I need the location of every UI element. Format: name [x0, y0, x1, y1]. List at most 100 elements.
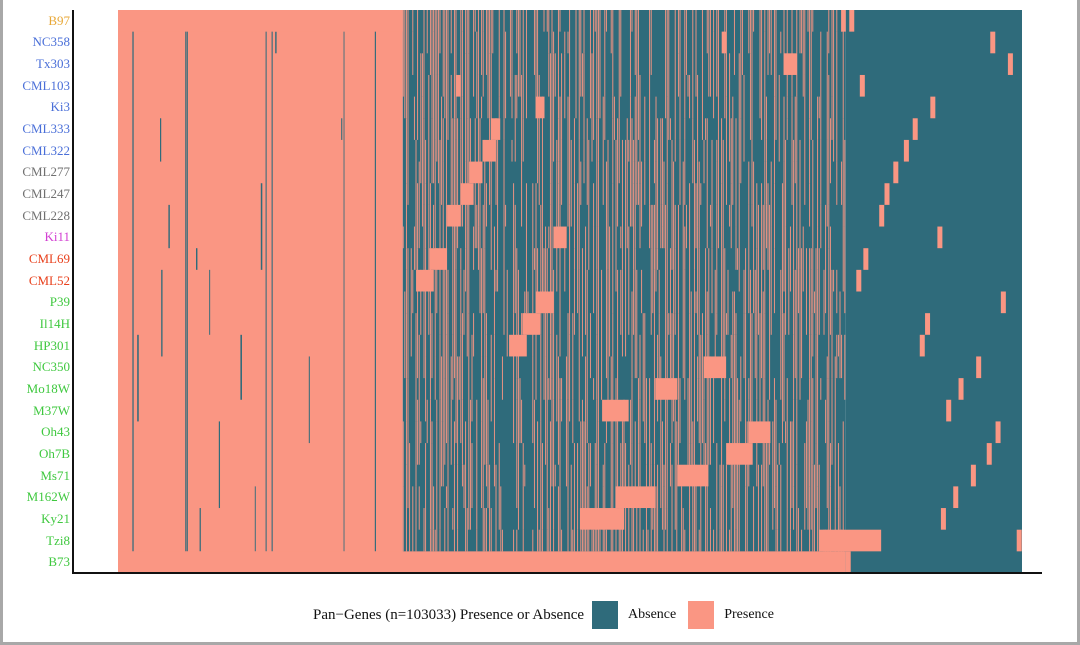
heatmap-cell	[460, 248, 462, 270]
heatmap-cell	[453, 10, 455, 119]
heatmap-cell	[713, 378, 715, 444]
heatmap-cell	[407, 443, 409, 509]
heatmap-cell	[639, 183, 641, 249]
heatmap-cell	[685, 10, 687, 75]
heatmap-cell	[716, 291, 718, 314]
heatmap-cell	[481, 356, 483, 422]
heatmap-cell	[809, 10, 811, 119]
heatmap-cell	[767, 399, 769, 422]
heatmap-cell	[429, 334, 431, 400]
heatmap-cell	[650, 10, 652, 75]
heatmap-cell	[421, 96, 423, 227]
heatmap-cell	[511, 139, 513, 162]
heatmap-cell	[629, 96, 631, 227]
heatmap-cell	[546, 443, 548, 509]
heatmap-cell	[661, 421, 663, 509]
heatmap-cell	[473, 226, 475, 270]
heatmap-cell	[831, 10, 833, 97]
heatmap-cell	[593, 378, 595, 400]
heatmap-cell	[573, 443, 575, 552]
heatmap-cell	[516, 399, 518, 444]
heatmap-cell	[625, 226, 627, 357]
heatmap-cell	[690, 421, 692, 444]
heatmap-cell	[690, 443, 692, 465]
heatmap-cell	[463, 464, 465, 509]
heatmap-cell	[620, 226, 622, 249]
heatmap-cell	[810, 334, 812, 422]
heatmap-cell	[551, 161, 553, 270]
heatmap-cell	[759, 10, 761, 119]
heatmap-cell	[185, 10, 186, 552]
heatmap-cell	[990, 31, 996, 54]
heatmap-cell	[445, 139, 447, 205]
heatmap-cell	[585, 421, 587, 552]
heatmap-cell	[810, 269, 812, 335]
heatmap-cell	[719, 529, 721, 552]
heatmap-cell	[764, 161, 766, 205]
heatmap-cell	[767, 443, 769, 552]
heatmap-cell	[497, 139, 499, 270]
heatmap-cell	[650, 204, 652, 249]
heatmap-cell	[593, 529, 595, 552]
heatmap-cell	[564, 53, 566, 119]
heatmap-cell	[804, 443, 806, 530]
heatmap-cell	[665, 508, 667, 530]
heatmap-cell	[754, 313, 756, 379]
heatmap-cell	[845, 551, 851, 573]
heatmap-cell	[514, 204, 516, 314]
heatmap-cell	[692, 10, 694, 119]
heatmap-cell	[844, 334, 846, 400]
heatmap-cell	[557, 118, 559, 162]
heatmap-cell	[545, 226, 547, 249]
row-label: CML277	[22, 164, 70, 180]
heatmap-cell	[716, 161, 718, 205]
heatmap-cell	[709, 529, 711, 552]
heatmap-cell	[745, 248, 747, 314]
heatmap-cell	[709, 508, 711, 530]
heatmap-cell	[505, 31, 507, 119]
heatmap-cell	[500, 486, 502, 530]
heatmap-cell	[663, 161, 665, 249]
heatmap-cell	[636, 269, 638, 379]
heatmap-cell	[548, 53, 550, 97]
heatmap-cell	[677, 421, 679, 465]
heatmap-cell	[674, 10, 676, 140]
heatmap-cell	[657, 464, 659, 552]
heatmap-cell	[485, 183, 487, 227]
heatmap-cell	[812, 464, 814, 552]
heatmap-cell	[753, 269, 755, 314]
heatmap-cell	[447, 508, 449, 552]
heatmap-cell	[477, 183, 479, 227]
heatmap-cell	[461, 96, 463, 227]
heatmap-cell	[548, 226, 550, 249]
heatmap-cell	[645, 464, 647, 552]
heatmap-cell	[639, 74, 641, 184]
heatmap-cell	[825, 399, 827, 444]
heatmap-cell	[551, 378, 553, 487]
heatmap-cell	[722, 508, 724, 552]
heatmap-cell	[749, 10, 751, 54]
heatmap-cell	[669, 291, 671, 335]
heatmap-cell	[828, 378, 830, 422]
heatmap-cell	[799, 139, 801, 270]
heatmap-cell	[434, 161, 436, 270]
heatmap-cell	[564, 248, 566, 292]
heatmap-cell	[709, 10, 711, 97]
heatmap-cell	[701, 334, 703, 444]
heatmap-cell	[489, 53, 491, 75]
row-label: Ms71	[40, 467, 70, 483]
heatmap-cell	[487, 399, 489, 465]
heatmap-cell	[469, 399, 471, 509]
heatmap-cell	[118, 10, 403, 573]
heatmap-cell	[118, 10, 403, 32]
heatmap-cell	[682, 291, 684, 379]
heatmap-cell	[817, 269, 819, 357]
heatmap-cell	[436, 421, 438, 552]
heatmap-cell	[477, 74, 479, 184]
heatmap-cell	[695, 464, 697, 552]
heatmap-cell	[436, 399, 438, 422]
heatmap-cell	[585, 356, 587, 422]
heatmap-cell	[468, 291, 470, 314]
heatmap-cell	[859, 74, 865, 97]
heatmap-cell	[612, 10, 614, 97]
